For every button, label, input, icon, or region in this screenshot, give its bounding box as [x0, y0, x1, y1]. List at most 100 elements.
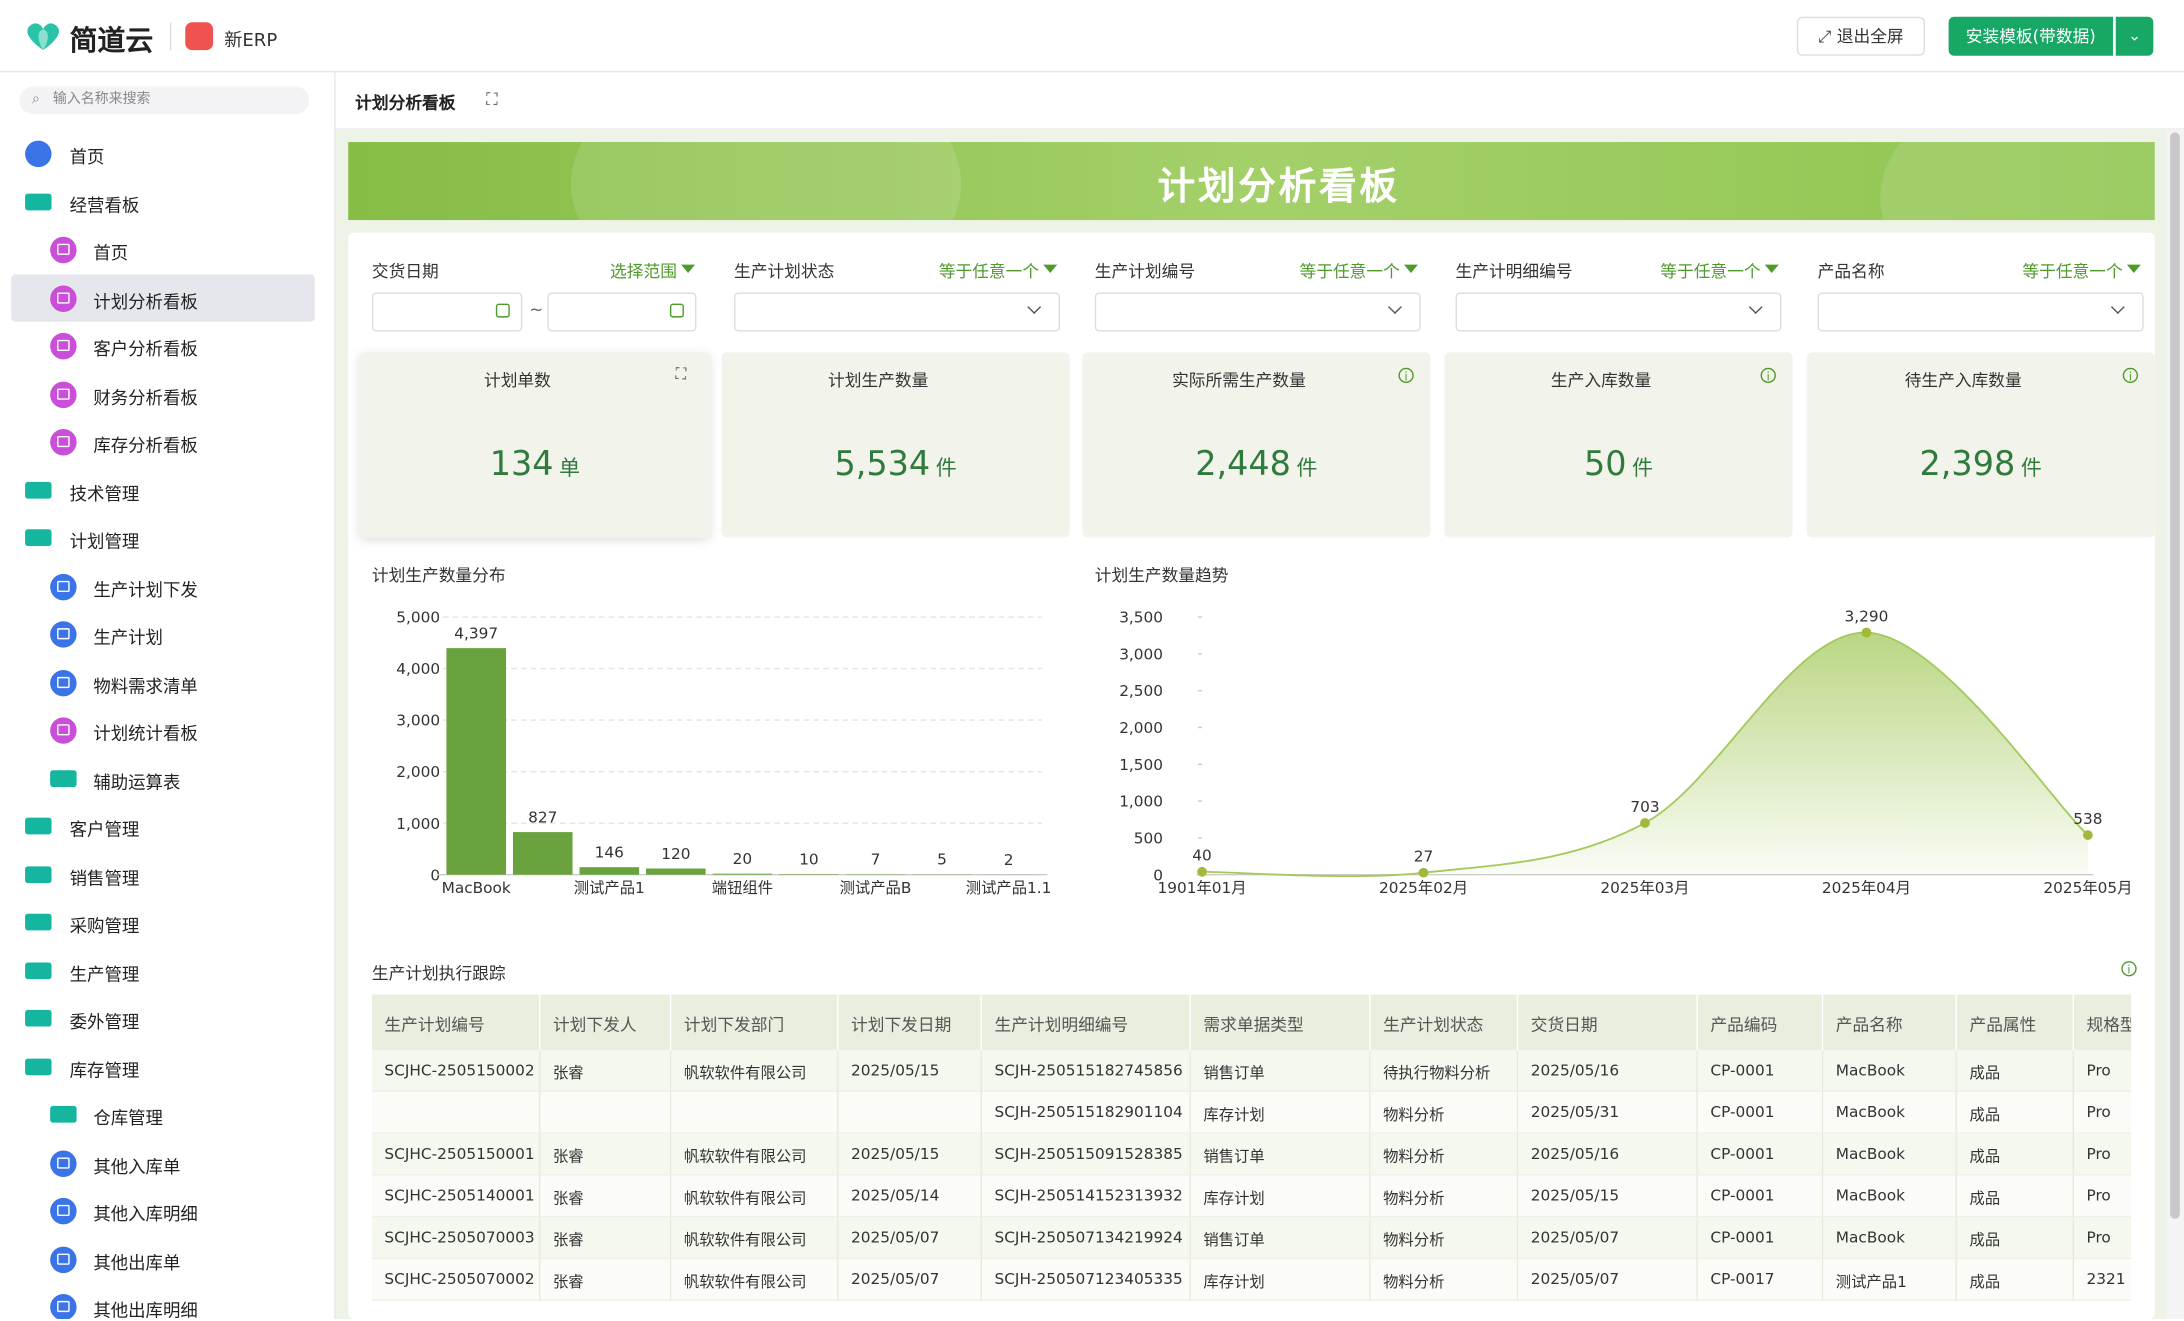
info-icon[interactable]: i [2121, 961, 2137, 977]
select-input[interactable] [1094, 292, 1421, 332]
nav-item[interactable]: 委外管理 [11, 995, 315, 1042]
bar [646, 868, 706, 875]
filter-mode[interactable]: 等于任意一个 [2022, 261, 2123, 282]
point [1418, 867, 1429, 878]
y-tick-label: 1,500 [1119, 756, 1163, 774]
nav-item[interactable]: 其他入库明细 [11, 1187, 315, 1234]
tab-bar: 计划分析看板 ⛶ [335, 72, 2184, 130]
scrollbar-thumb[interactable] [2170, 132, 2180, 1219]
table-cell: CP-0001 [1697, 1133, 1824, 1176]
table-cell: 2025/05/07 [1518, 1259, 1698, 1301]
area [1202, 632, 2088, 877]
nav-item[interactable]: 库存分析看板 [11, 418, 315, 465]
table-cell: SCJHC-2505140001 [371, 1175, 541, 1218]
filter-mode[interactable]: 等于任意一个 [1299, 261, 1400, 282]
nav-item[interactable]: 经营看板 [11, 178, 315, 225]
kpi-card: 待生产入库数量 i 2,398 件 [1806, 352, 2155, 538]
exit-fullscreen-button[interactable]: ⤢ 退出全屏 [1796, 16, 1925, 56]
nav-item[interactable]: 物料需求清单 [11, 658, 315, 705]
app-name[interactable]: 新ERP [224, 30, 278, 52]
y-tick-label: 5,000 [396, 609, 440, 627]
fullscreen-icon[interactable]: ⛶ [486, 89, 498, 109]
column-header: 规格型号 [2073, 994, 2132, 1051]
table-cell: 2025/05/16 [1518, 1133, 1698, 1176]
search-box[interactable]: ⌕ 输入名称来搜索 [19, 86, 310, 115]
x-tick-label: 1901年01月 [1157, 879, 1246, 897]
date-input[interactable] [547, 292, 697, 332]
table-cell: 帆软软件有限公司 [671, 1050, 839, 1093]
filter-label: 生产计划编号 [1094, 261, 1196, 282]
nav-icon [25, 817, 52, 835]
install-dropdown[interactable]: ⌄ [2115, 16, 2154, 56]
nav-icon [50, 1105, 77, 1123]
nav-item[interactable]: 客户管理 [11, 802, 315, 849]
nav-item[interactable]: 其他出库明细 [11, 1283, 315, 1320]
y-tick-label: 1,000 [396, 815, 440, 833]
nav-item[interactable]: 其他出库单 [11, 1235, 315, 1282]
filter-label: 生产计划状态 [734, 261, 835, 282]
nav-icon-glyph [57, 628, 70, 640]
nav-icon-glyph [57, 387, 70, 400]
nav-icon [50, 380, 77, 408]
install-button[interactable]: 安装模板(带数据) [1948, 16, 2113, 56]
nav-item[interactable]: 销售管理 [11, 850, 315, 897]
table-cell: CP-0001 [1697, 1092, 1824, 1134]
nav-icon [25, 961, 52, 979]
nav-item-active[interactable]: 计划分析看板 [11, 273, 315, 322]
tab-title[interactable]: 计划分析看板 [355, 93, 456, 113]
nav-label: 库存分析看板 [93, 434, 198, 456]
nav-label: 其他出库明细 [93, 1299, 198, 1320]
calendar-icon [669, 303, 684, 318]
app-icon [185, 22, 214, 51]
nav-icon [25, 192, 52, 210]
nav-label: 生产计划 [93, 626, 163, 648]
table-cell: 成品 [1956, 1175, 2074, 1218]
filter-mode[interactable]: 等于任意一个 [938, 261, 1040, 282]
table-cell: MacBook [1823, 1050, 1957, 1093]
table-cell [671, 1092, 839, 1134]
column-header: 生产计划状态 [1370, 994, 1519, 1051]
nav-item[interactable]: 客户分析看板 [11, 322, 315, 369]
nav-item[interactable]: 其他入库单 [11, 1139, 315, 1186]
select-input[interactable] [1817, 292, 2144, 332]
nav-item[interactable]: 采购管理 [11, 898, 315, 945]
nav-item[interactable]: 辅助运算表 [11, 754, 315, 801]
info-icon[interactable]: i [1398, 367, 1414, 384]
nav-icon-glyph [57, 1300, 70, 1313]
date-input[interactable] [371, 292, 523, 332]
nav-item[interactable]: 生产管理 [11, 946, 315, 993]
kpi-value: 2,448 [1195, 444, 1291, 484]
dropdown-caret [2126, 264, 2141, 274]
nav-item[interactable]: 库存管理 [11, 1043, 315, 1090]
nav-item[interactable]: 首页 [11, 226, 315, 273]
table-cell: 物料分析 [1370, 1259, 1519, 1301]
select-input[interactable] [734, 292, 1060, 332]
nav-item[interactable]: 财务分析看板 [11, 370, 315, 417]
nav-item[interactable]: 仓库管理 [11, 1091, 315, 1138]
table-cell: 销售订单 [1190, 1050, 1371, 1093]
nav-item[interactable]: 计划统计看板 [11, 706, 315, 753]
filter-mode[interactable]: 选择范围 [610, 261, 677, 282]
nav-item[interactable]: 首页 [11, 130, 315, 177]
nav-icon [25, 140, 52, 168]
filter-mode[interactable]: 等于任意一个 [1660, 261, 1761, 282]
nav-item[interactable]: 生产计划下发 [11, 562, 315, 609]
info-icon[interactable]: i [1760, 367, 1776, 384]
x-tick-label: 测试产品1.1 [966, 879, 1052, 897]
kpi-value-line: 2,448 件 [1082, 444, 1430, 483]
table-cell: Pro [2073, 1050, 2132, 1093]
info-icon[interactable]: i [2122, 367, 2139, 384]
nav-item[interactable]: 计划管理 [11, 514, 315, 561]
column-header: 产品名称 [1823, 994, 1957, 1051]
table-cell: 2025/05/07 [1518, 1217, 1698, 1260]
nav-label: 财务分析看板 [93, 386, 198, 408]
nav-icon-glyph [57, 291, 70, 303]
nav-item[interactable]: 生产计划 [11, 610, 315, 657]
value-label: 703 [1630, 798, 1659, 816]
nav-label: 技术管理 [69, 482, 140, 504]
nav-label: 销售管理 [69, 867, 140, 888]
nav-label: 经营看板 [69, 194, 140, 216]
expand-icon[interactable]: ⛶ [675, 364, 687, 384]
nav-item[interactable]: 技术管理 [11, 466, 315, 513]
select-input[interactable] [1455, 292, 1782, 332]
